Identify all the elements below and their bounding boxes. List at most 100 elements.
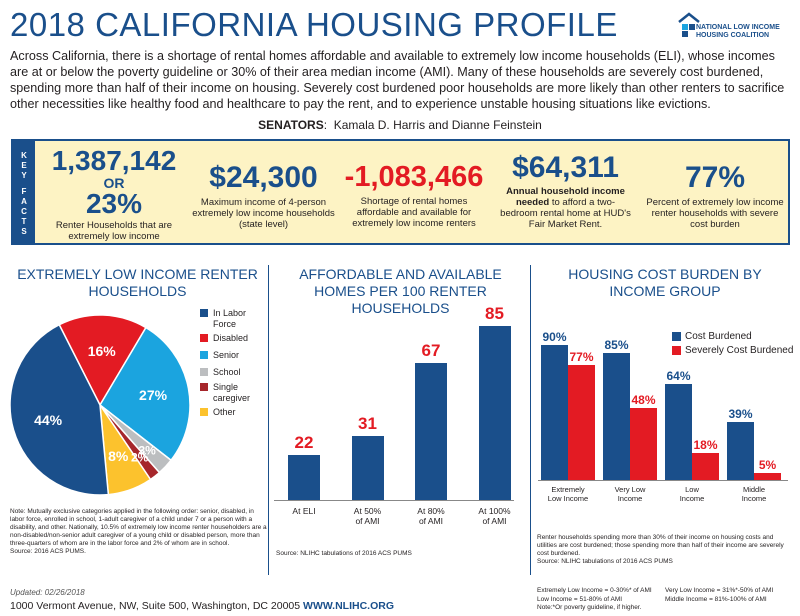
fact-housing-wage: $64,311 Annual household income needed t… bbox=[498, 151, 633, 231]
severely-cost-burdened-bar bbox=[692, 453, 719, 480]
severely-cost-burdened-bar bbox=[630, 408, 657, 480]
burden-category-label: Extremely Low Income bbox=[537, 485, 599, 503]
footer-address: 1000 Vermont Avenue, NW, Suite 500, Wash… bbox=[10, 600, 301, 612]
burden-note-text: Renter households spending more than 30%… bbox=[537, 534, 784, 557]
bar-source: Source: NLIHC tabulations of 2016 ACS PU… bbox=[276, 550, 412, 557]
senators-line: SENATORS: Kamala D. Harris and Dianne Fe… bbox=[258, 118, 542, 132]
legend-label: School bbox=[213, 367, 241, 377]
key-facts-tab-letter: A bbox=[21, 197, 27, 206]
burden-bar-label: 85% bbox=[604, 337, 629, 352]
burden-bar-label: 5% bbox=[758, 457, 777, 472]
intro-paragraph: Across California, there is a shortage o… bbox=[10, 49, 785, 111]
senators-label: SENATORS bbox=[258, 118, 324, 132]
category-label-line: At 80% bbox=[417, 506, 445, 516]
logo-line-2: HOUSING COALITION bbox=[696, 32, 770, 39]
homes-bar-label: 67 bbox=[421, 340, 441, 360]
burden-category-label: Very Low Income bbox=[599, 485, 661, 503]
fact-max-income-value: $24,300 bbox=[209, 161, 318, 194]
category-label-line: At ELI bbox=[292, 506, 316, 516]
legend-swatch bbox=[672, 332, 681, 341]
pie-source: Source: 2016 ACS PUMS. bbox=[10, 548, 86, 555]
fact-severe-burden-caption: Percent of extremely low income renter h… bbox=[646, 197, 784, 230]
category-label-line: At 100% bbox=[478, 506, 511, 516]
burden-bar-label: 77% bbox=[569, 349, 594, 364]
fact-eli-households: 1,387,142 OR 23% Renter Households that … bbox=[39, 147, 189, 243]
key-facts-tab-letter: S bbox=[21, 227, 27, 236]
senators-names: Kamala D. Harris and Dianne Feinstein bbox=[333, 118, 542, 132]
burden-note: Renter households spending more than 30%… bbox=[537, 534, 792, 566]
key-facts-tab-letter: E bbox=[21, 161, 27, 170]
fact-housing-wage-bold: Annual household income needed bbox=[506, 186, 625, 208]
homes-bar bbox=[288, 454, 320, 500]
pie-note: Note: Mutually exclusive categories appl… bbox=[10, 508, 268, 556]
definition-low: Low Income = 51-80% of AMI bbox=[537, 595, 623, 603]
legend-swatch bbox=[200, 309, 208, 317]
fact-severe-burden-value: 77% bbox=[684, 161, 746, 194]
key-facts-tab-letter: F bbox=[21, 187, 27, 196]
legend-swatch bbox=[200, 334, 208, 342]
definitions-left: Extremely Low Income = 0-30%* of AMI Low… bbox=[537, 587, 652, 613]
legend-label: In Labor Force bbox=[213, 308, 247, 329]
legend-swatch bbox=[672, 346, 681, 355]
legend-label: Senior bbox=[213, 350, 240, 360]
fact-shortage: -1,083,466 Shortage of rental homes affo… bbox=[339, 163, 489, 230]
fact-housing-wage-value: $64,311 bbox=[512, 151, 619, 184]
bar-section-title: AFFORDABLE AND AVAILABLE HOMES PER 100 R… bbox=[299, 266, 502, 316]
category-label-line: At 50% bbox=[353, 506, 382, 516]
key-facts-tab-letter: Y bbox=[21, 171, 27, 180]
burden-section-title: HOUSING COST BURDEN BY INCOME GROUP bbox=[568, 266, 762, 299]
homes-category-label: At ELI bbox=[274, 506, 334, 516]
bar-chart-baseline bbox=[274, 500, 514, 501]
page-title: 2018 CALIFORNIA HOUSING PROFILE bbox=[10, 6, 618, 43]
pie-label: 16% bbox=[88, 343, 117, 359]
burden-bar-label: 64% bbox=[666, 369, 691, 383]
severely-cost-burdened-bar bbox=[754, 472, 781, 480]
homes-bar bbox=[351, 436, 384, 500]
category-label-line: Income bbox=[741, 494, 767, 503]
fact-shortage-caption: Shortage of rental homes affordable and … bbox=[352, 196, 476, 229]
fact-eli-percent: 23% bbox=[85, 188, 143, 219]
house-icon bbox=[678, 12, 700, 37]
pie-note-text: Note: Mutually exclusive categories appl… bbox=[10, 508, 267, 547]
category-label-line: of AMI bbox=[482, 516, 507, 526]
category-label-line: Low Income bbox=[547, 494, 589, 503]
pie-label: 27% bbox=[139, 387, 168, 403]
legend-swatch bbox=[200, 408, 208, 416]
pie-label: 44% bbox=[34, 412, 63, 428]
burden-category-label: Middle Income bbox=[723, 485, 785, 503]
homes-bar bbox=[478, 325, 511, 500]
definition-very-low: Very Low Income = 31%*-50% of AMI bbox=[665, 587, 774, 594]
legend-swatch bbox=[200, 368, 208, 376]
burden-bar-label: 90% bbox=[542, 330, 567, 344]
burden-bar-label: 18% bbox=[693, 438, 718, 452]
legend-label: Single caregiver bbox=[213, 382, 251, 403]
fact-eli-caption: Renter Households that are extremely low… bbox=[55, 220, 173, 242]
pie-slice-disabled bbox=[58, 314, 147, 407]
section-divider-2 bbox=[530, 265, 531, 575]
burden-category-label: Low Income bbox=[661, 485, 723, 503]
legend-label: Disabled bbox=[213, 333, 249, 343]
legend-label: Cost Burdened bbox=[685, 331, 752, 342]
pie-label: 8% bbox=[108, 448, 129, 464]
category-label-line: Low bbox=[685, 485, 699, 494]
category-label-line: Income bbox=[679, 494, 705, 503]
cost-burdened-bar bbox=[541, 345, 568, 480]
pie-section-title: EXTREMELY LOW INCOME RENTER HOUSEHOLDS bbox=[17, 266, 258, 299]
burden-bar-label: 39% bbox=[728, 406, 753, 421]
fact-severe-burden: 77% Percent of extremely low income rent… bbox=[645, 161, 785, 231]
category-label-line: Middle bbox=[742, 485, 766, 494]
category-label-line: Very Low bbox=[614, 485, 646, 494]
key-facts-tab-letter: T bbox=[21, 217, 27, 226]
cost-burdened-bar bbox=[727, 421, 754, 480]
logo-line-1: NATIONAL LOW INCOME bbox=[696, 24, 780, 31]
burden-chart-baseline bbox=[538, 480, 788, 481]
section-divider-1 bbox=[268, 265, 269, 575]
homes-bar-label: 22 bbox=[294, 432, 314, 452]
category-label-line: of AMI bbox=[355, 516, 380, 526]
footer-url-link[interactable]: WWW.NLIHC.ORG bbox=[303, 600, 395, 612]
definition-eli: Extremely Low Income = 0-30%* of AMI bbox=[537, 587, 652, 594]
homes-category-label: At 80% of AMI bbox=[401, 506, 461, 526]
category-label-line: of AMI bbox=[418, 516, 444, 526]
